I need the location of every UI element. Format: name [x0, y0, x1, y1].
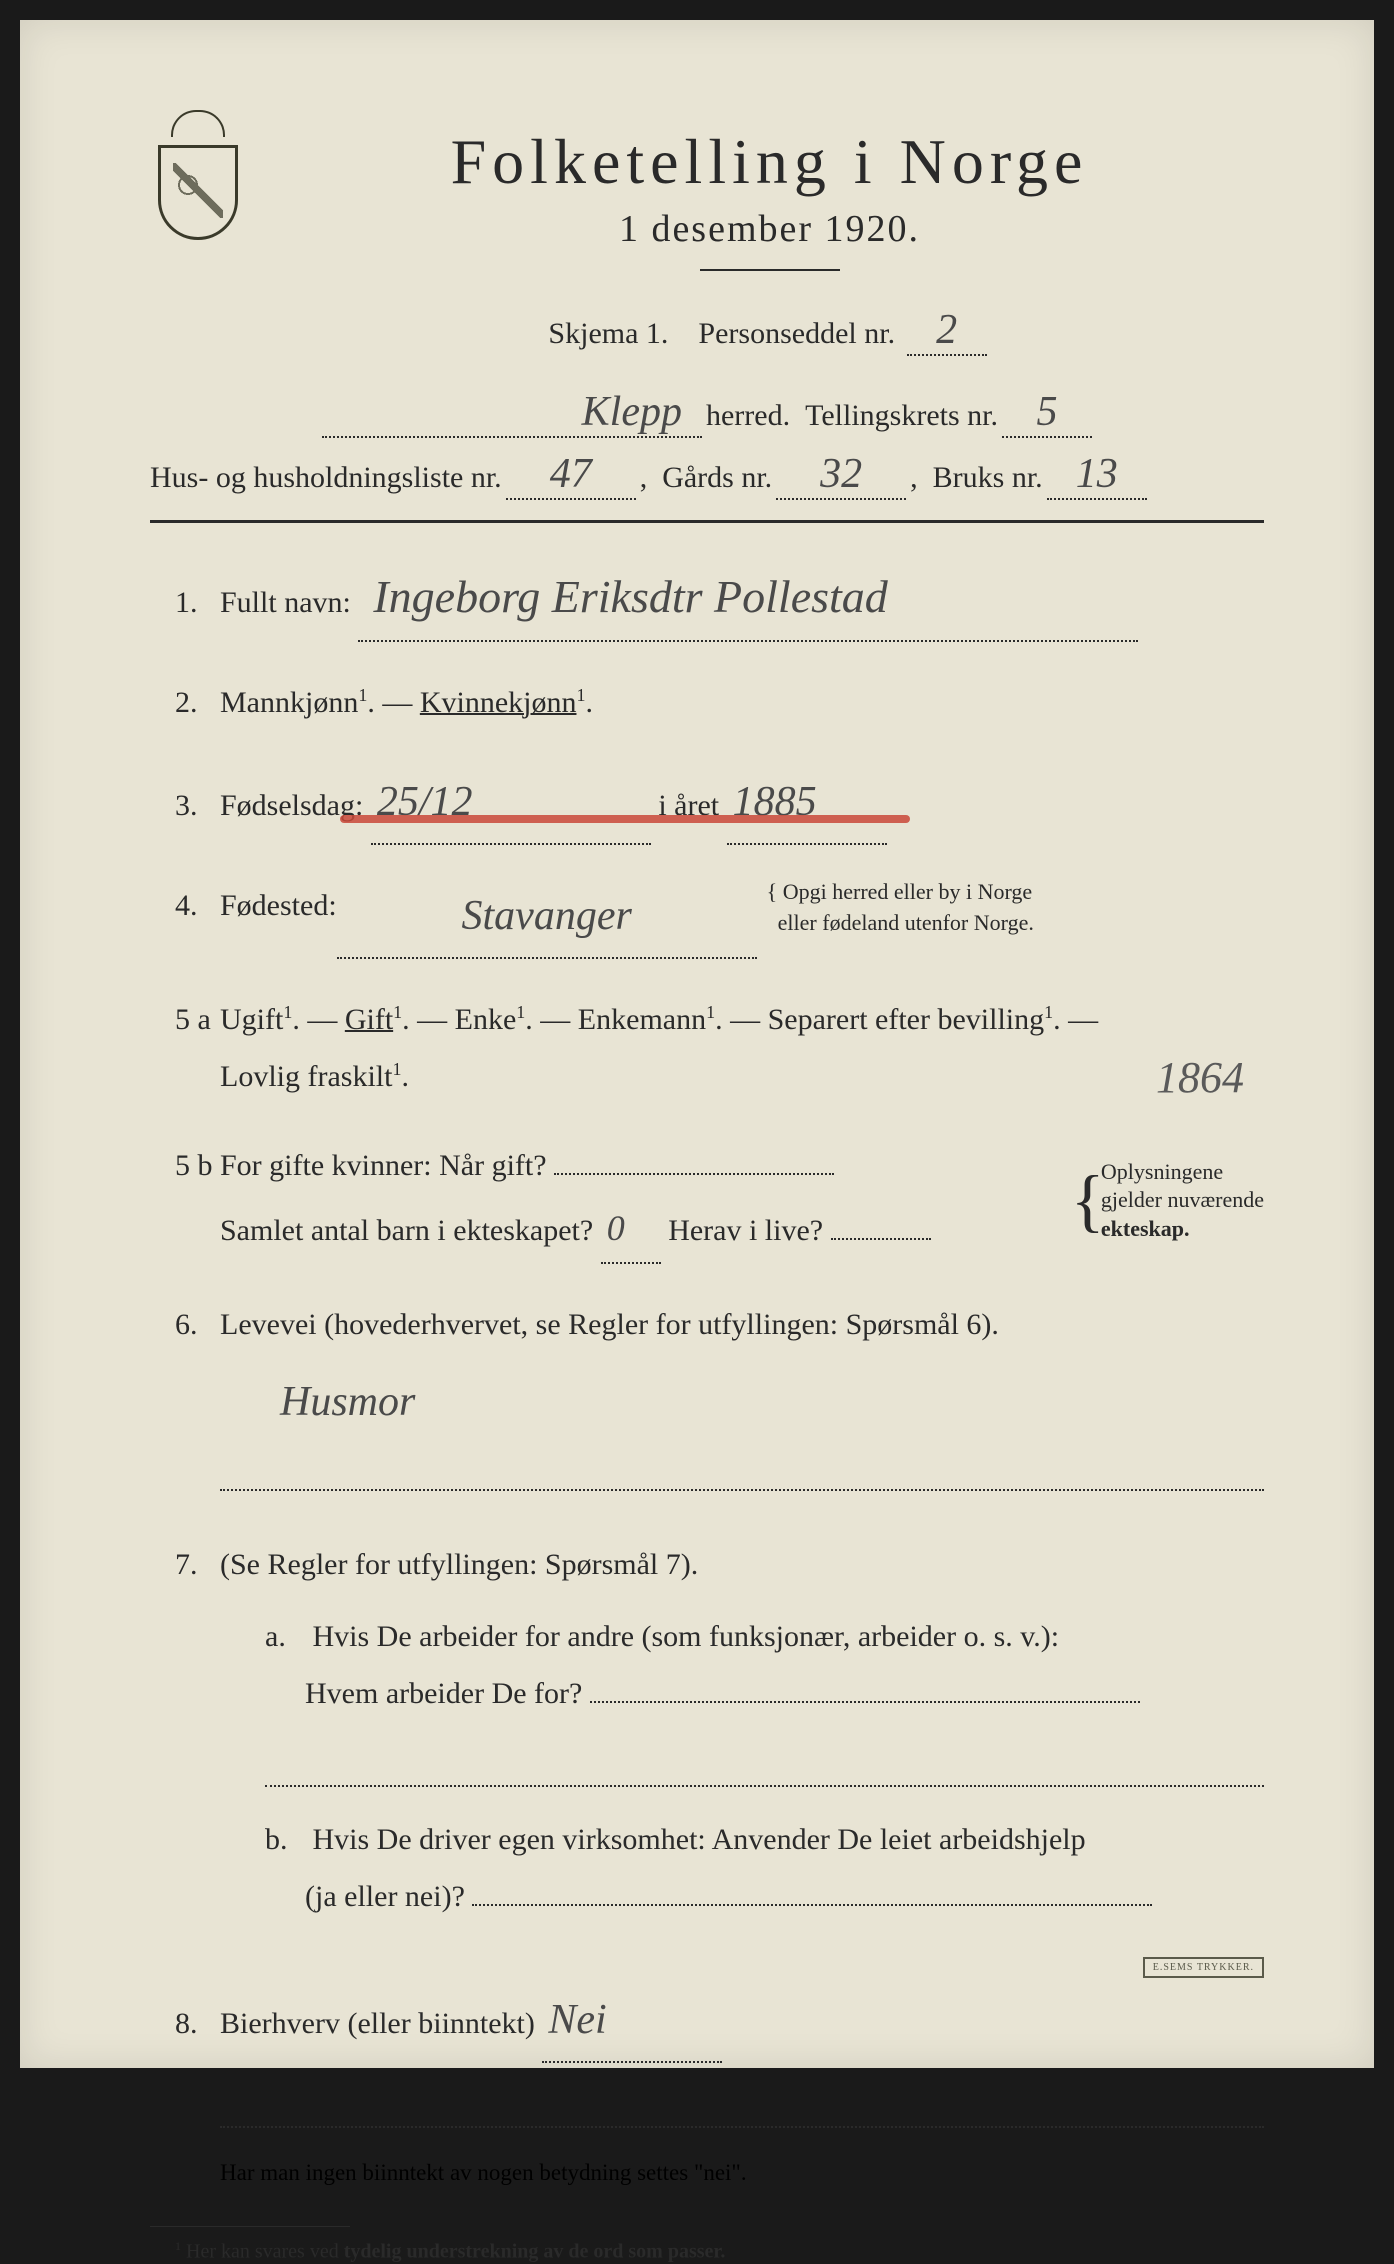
herred-row: Klepp herred. Tellingskrets nr. 5 — [150, 388, 1264, 438]
q6-value: Husmor — [280, 1363, 415, 1443]
header-divider — [150, 520, 1264, 523]
herred-value: Klepp — [322, 388, 702, 438]
tellingskrets-value: 5 — [1002, 388, 1092, 438]
q5a-separert: Separert efter bevilling — [768, 1003, 1045, 1036]
q7b-text2: (ja eller nei)? — [305, 1880, 465, 1913]
q4-label: Fødested: — [220, 877, 337, 934]
document-header: Folketelling i Norge 1 desember 1920. Sk… — [150, 110, 1264, 378]
subtitle: 1 desember 1920. — [275, 207, 1264, 251]
q4-num: 4. — [150, 877, 220, 934]
q6-line — [220, 1451, 1264, 1491]
q5a-side-year: 1864 — [1156, 1036, 1244, 1120]
personseddel-label: Personseddel nr. — [698, 317, 895, 350]
tellingskrets-label: Tellingskrets nr. — [805, 399, 998, 433]
gards-value: 32 — [776, 450, 906, 500]
question-3: 3. Fødselsdag: 25/12 i året 1885 — [150, 763, 1264, 845]
q5a-enke: Enke — [455, 1003, 517, 1036]
q5b-num: 5 b — [150, 1137, 220, 1194]
bruks-label: Bruks nr. — [933, 461, 1043, 495]
q5a-fraskilt: Lovlig fraskilt — [220, 1060, 392, 1093]
q4-note: { Opgi herred eller by i Norge eller fød… — [767, 877, 1034, 939]
q5b-note: Oplysningene gjelder nuværende ekteskap. — [1076, 1158, 1264, 1244]
question-8: 8. Bierhverv (eller biinntekt) Nei — [150, 1981, 1264, 2128]
q7a-text1: Hvis De arbeider for andre (som funksjon… — [313, 1620, 1060, 1653]
q1-value: Ingeborg Eriksdtr Pollestad — [358, 553, 1138, 642]
q8-line — [220, 2088, 1264, 2128]
q7a-text2: Hvem arbeider De for? — [305, 1677, 582, 1710]
question-1: 1. Fullt navn: Ingeborg Eriksdtr Pollest… — [150, 553, 1264, 642]
question-2: 2. Mannkjønn1. — Kvinnekjønn1. — [150, 674, 1264, 731]
q6-label: Levevei (hovederhvervet, se Regler for u… — [220, 1308, 999, 1341]
question-7: 7. (Se Regler for utfyllingen: Spørsmål … — [150, 1536, 1264, 1949]
gards-label: Gårds nr. — [662, 461, 772, 495]
main-title: Folketelling i Norge — [275, 125, 1264, 199]
question-4: 4. Fødested: Stavanger { Opgi herred ell… — [150, 877, 1264, 959]
q1-num: 1. — [150, 574, 220, 631]
q5b-when-married — [554, 1173, 834, 1175]
form-header-line: Skjema 1. Personseddel nr. 2 — [275, 306, 1264, 356]
footnote-rule — [150, 2226, 350, 2227]
q5b-children: 0 — [601, 1194, 661, 1264]
q7a-letter: a. — [265, 1608, 305, 1665]
instruction-text: Har man ingen biinntekt av nogen betydni… — [220, 2160, 1264, 2186]
q7-label: (Se Regler for utfyllingen: Spørsmål 7). — [220, 1548, 698, 1581]
q2-kvinne: Kvinnekjønn — [420, 686, 577, 719]
q5b-label2: Samlet antal barn i ekteskapet? — [220, 1214, 593, 1247]
q1-label: Fullt navn: — [220, 586, 351, 619]
q2-num: 2. — [150, 674, 220, 731]
skjema-label: Skjema 1. — [548, 317, 668, 350]
q5a-enkemann: Enkemann — [578, 1003, 706, 1036]
q8-num: 8. — [150, 1995, 220, 2052]
footnote-marker: 1 — [175, 2239, 181, 2253]
husliste-value: 47 — [506, 450, 636, 500]
q3-day: 25/12 — [371, 763, 651, 845]
census-form-document: Folketelling i Norge 1 desember 1920. Sk… — [20, 20, 1374, 2068]
q3-year: 1885 — [727, 763, 887, 845]
q5a-gift: Gift — [345, 1003, 393, 1036]
q7b-text1: Hvis De driver egen virksomhet: Anvender… — [313, 1823, 1086, 1856]
footnote-pre: Her kan svares ved — [186, 2241, 344, 2263]
q7a: a. Hvis De arbeider for andre (som funks… — [265, 1608, 1264, 1787]
q2-mann: Mannkjønn — [220, 686, 358, 719]
q4-value: Stavanger — [337, 877, 757, 959]
q5a-num: 5 a — [150, 991, 220, 1048]
bruks-value: 13 — [1047, 450, 1147, 500]
q3-num: 3. — [150, 777, 220, 834]
question-6: 6. Levevei (hovederhvervet, se Regler fo… — [150, 1296, 1264, 1491]
q5b-label3: Herav i live? — [668, 1214, 823, 1247]
q8-label: Bierhverv (eller biinntekt) — [220, 2007, 535, 2040]
red-strike-mark — [340, 815, 910, 823]
q7b-letter: b. — [265, 1811, 305, 1868]
husliste-label: Hus- og husholdningsliste nr. — [150, 461, 502, 495]
footnote: 1 Her kan svares ved tydelig understrekn… — [150, 2239, 1264, 2264]
footnote-bold: tydelig understrekning av de ord som pas… — [344, 2241, 726, 2263]
husliste-row: Hus- og husholdningsliste nr. 47, Gårds … — [150, 450, 1264, 500]
title-block: Folketelling i Norge 1 desember 1920. Sk… — [275, 110, 1264, 378]
title-rule — [700, 269, 840, 271]
q5b-label1: For gifte kvinner: Når gift? — [220, 1149, 547, 1182]
question-5b: 5 b For gifte kvinner: Når gift? Samlet … — [150, 1137, 1264, 1264]
q7-num: 7. — [150, 1536, 220, 1593]
q6-num: 6. — [150, 1296, 220, 1353]
coat-of-arms-icon — [150, 110, 245, 240]
personseddel-nr-value: 2 — [907, 306, 987, 356]
q8-value: Nei — [542, 1981, 722, 2063]
q7b-value — [472, 1904, 1152, 1906]
q5a-ugift: Ugift — [220, 1003, 283, 1036]
q7a-line — [265, 1747, 1264, 1787]
herred-label: herred. — [706, 399, 790, 433]
q5b-alive — [831, 1238, 931, 1240]
question-5a: 5 a Ugift1. — Gift1. — Enke1. — Enkemann… — [150, 991, 1264, 1105]
q7b: b. Hvis De driver egen virksomhet: Anven… — [265, 1811, 1264, 1925]
printer-stamp: E.SEMS TRYKKER. — [1143, 1957, 1264, 1978]
q7a-value — [590, 1701, 1140, 1703]
